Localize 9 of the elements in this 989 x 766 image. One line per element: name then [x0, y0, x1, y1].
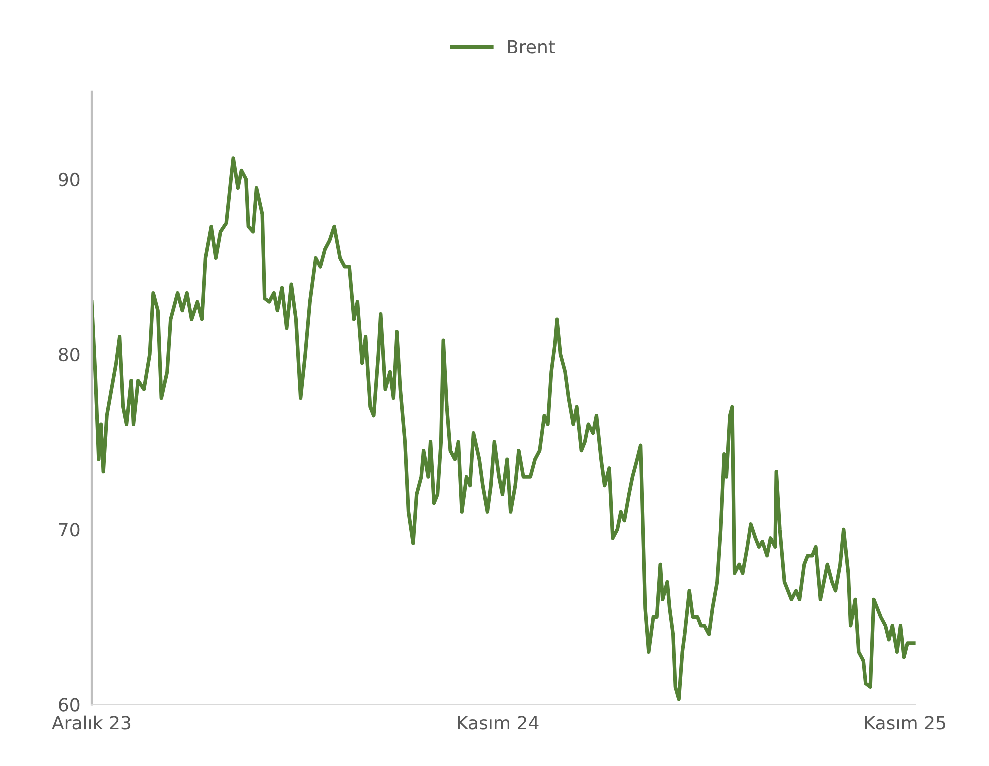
legend-label: Brent [508, 40, 556, 54]
y-tick-label: 90 [59, 172, 80, 187]
y-tick-label: 70 [59, 523, 80, 537]
x-tick-label: Kasım 25 [865, 716, 946, 730]
x-tick-label: Aralık 23 [52, 716, 131, 730]
line-series [92, 156, 916, 702]
x-tick-label: Kasım 24 [458, 716, 539, 730]
y-tick-label: 80 [59, 348, 80, 362]
y-tick-label: 60 [59, 698, 80, 712]
